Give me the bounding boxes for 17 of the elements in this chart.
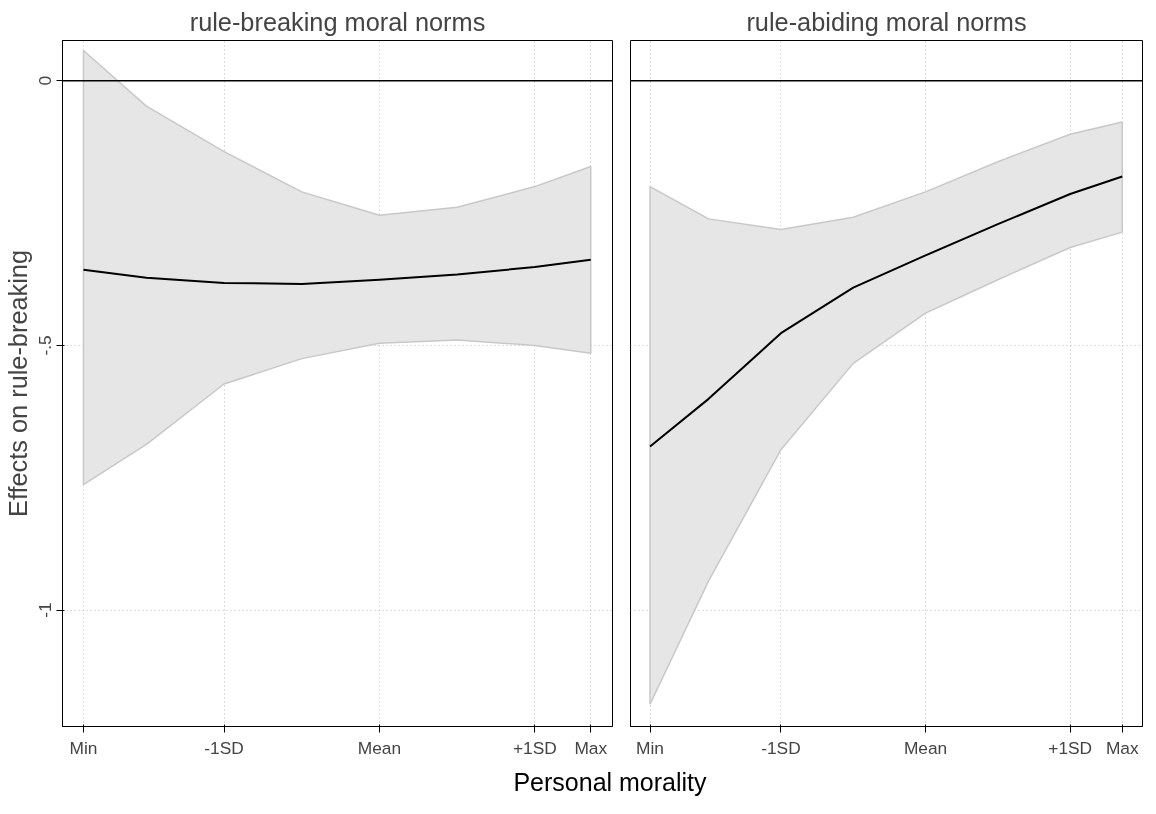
chart-title: rule-breaking moral norms (189, 7, 486, 36)
x-tick-label: +1SD (512, 737, 557, 758)
x-tick-label: Mean (357, 737, 402, 758)
x-tick-label: Min (636, 737, 664, 758)
x-tick-label: Min (69, 737, 98, 758)
x-tick-label: +1SD (1048, 737, 1093, 758)
x-tick-label: Max (1105, 737, 1139, 758)
y-tick-label: -1 (35, 602, 56, 618)
x-tick-label: Mean (903, 737, 948, 758)
x-axis-title: Personal morality (513, 767, 707, 798)
y-axis-title: Effects on rule-breaking (3, 249, 32, 518)
x-tick-label: Max (574, 737, 608, 758)
y-tick-label: 0 (35, 75, 56, 86)
x-tick-label: -1SD (761, 737, 801, 758)
x-tick-label: -1SD (204, 737, 244, 758)
chart-title: rule-abiding moral norms (746, 7, 1027, 36)
y-tick-label: -.5 (35, 335, 56, 356)
